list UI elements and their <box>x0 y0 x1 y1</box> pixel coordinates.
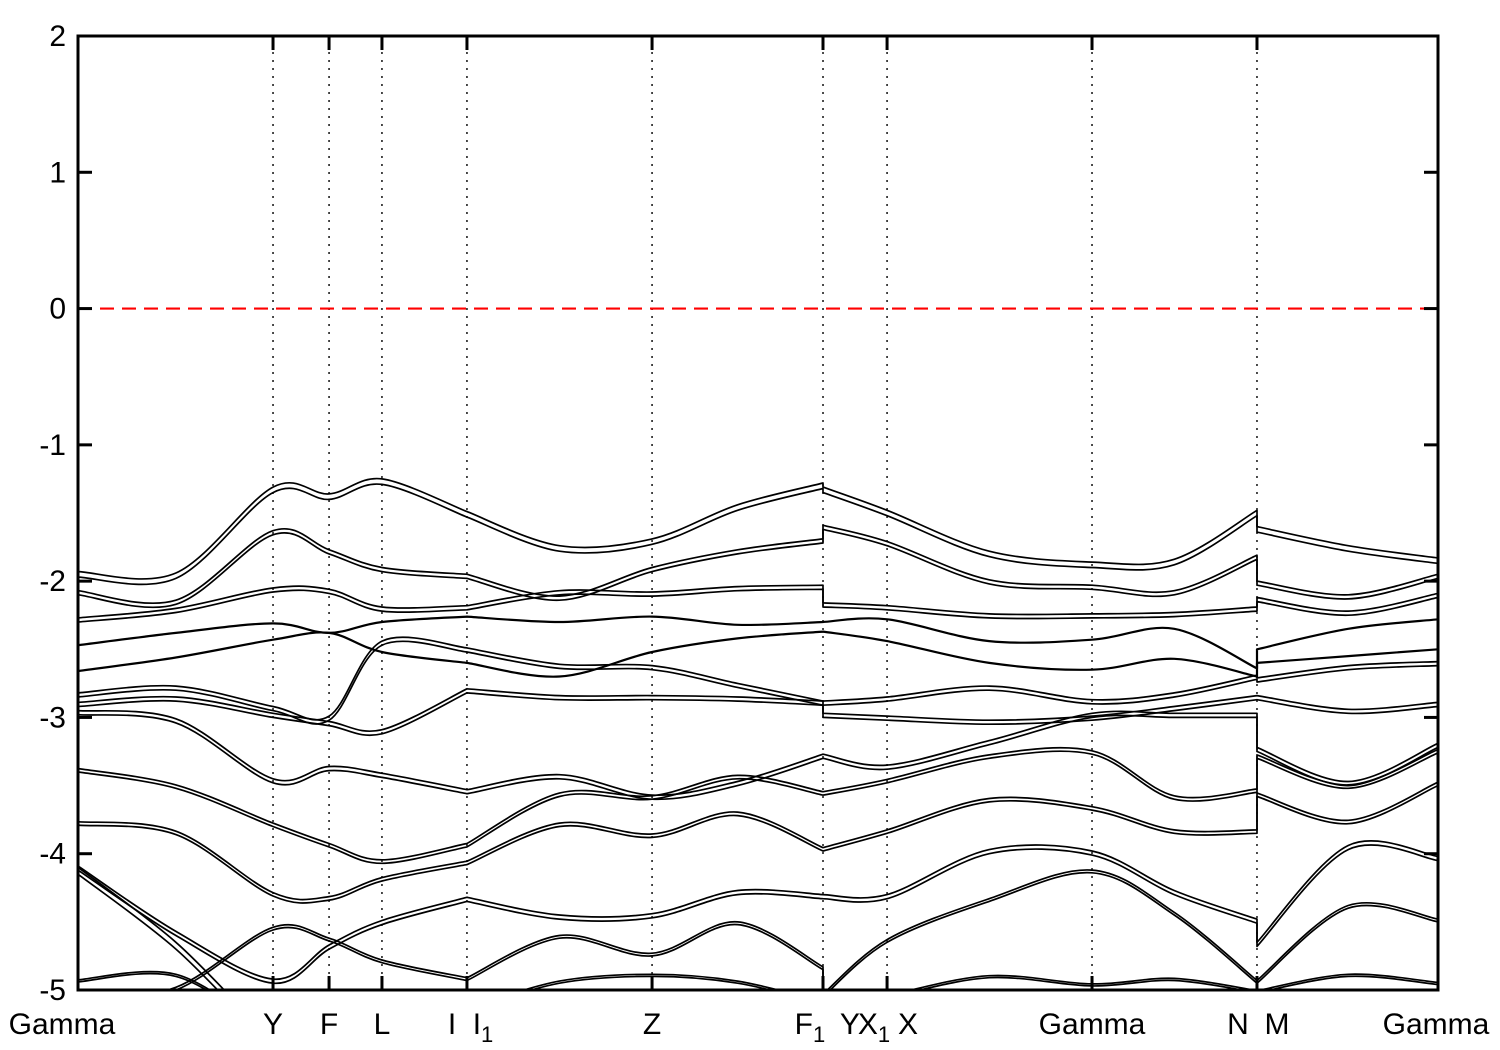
band-05 <box>78 630 1438 678</box>
band-10-upper <box>78 781 1438 901</box>
band-02-lower <box>78 528 1438 609</box>
band-11-lower <box>78 844 1438 985</box>
kpoint-label: L <box>374 1008 391 1041</box>
kpoint-label: Gamma <box>9 1008 116 1041</box>
band-02-upper <box>78 524 1438 605</box>
kpoint-label: Y <box>840 1008 860 1041</box>
band-10-lower <box>78 784 1438 904</box>
y-tick-label: -5 <box>39 974 66 1007</box>
band-01-upper <box>78 477 1438 580</box>
band-03-lower <box>78 588 1438 623</box>
kpoint-label: F1 <box>795 1008 826 1047</box>
axis-ticks <box>78 34 1438 992</box>
symmetry-gridlines <box>272 36 1258 990</box>
kpoint-label: Y <box>263 1008 283 1041</box>
kpoint-label: I1 <box>473 1008 494 1047</box>
kpoint-label: Gamma <box>1039 1008 1146 1041</box>
kpoint-label: X1 <box>858 1008 890 1047</box>
kpoint-label: F <box>320 1008 338 1041</box>
band-07-upper <box>78 687 1438 732</box>
band-11-upper <box>78 840 1438 980</box>
kpoint-label: M <box>1264 1008 1289 1041</box>
band-01-lower <box>78 483 1438 586</box>
band-06-upper <box>78 636 1438 721</box>
band-07-lower <box>78 692 1438 737</box>
y-tick-label: -3 <box>39 701 66 734</box>
band-12-upper <box>164 869 1438 990</box>
y-tick-label: -1 <box>39 429 66 462</box>
band-09-upper <box>78 746 1438 861</box>
band-12-lower <box>173 871 1438 990</box>
y-tick-label: 2 <box>49 20 66 53</box>
kpoint-label: I <box>448 1008 456 1041</box>
bands-group <box>78 477 1438 990</box>
kpoint-label: Z <box>643 1008 661 1041</box>
band-04 <box>78 615 1438 670</box>
y-tick-label: -2 <box>39 565 66 598</box>
kpoint-label: X <box>898 1008 918 1041</box>
band-08-lower <box>78 713 1438 801</box>
y-tick-label: 0 <box>49 293 66 326</box>
band-09-lower <box>78 750 1438 865</box>
kpoint-label: Gamma <box>1383 1008 1490 1041</box>
band-03-upper <box>78 584 1438 619</box>
kpoint-label: N <box>1227 1008 1249 1041</box>
band-13-upper <box>78 970 1438 990</box>
band-06-lower <box>78 640 1438 725</box>
plot-frame <box>76 34 1440 992</box>
y-tick-label: -4 <box>39 838 66 871</box>
y-tick-label: 1 <box>49 156 66 189</box>
band-08-upper <box>78 709 1438 797</box>
